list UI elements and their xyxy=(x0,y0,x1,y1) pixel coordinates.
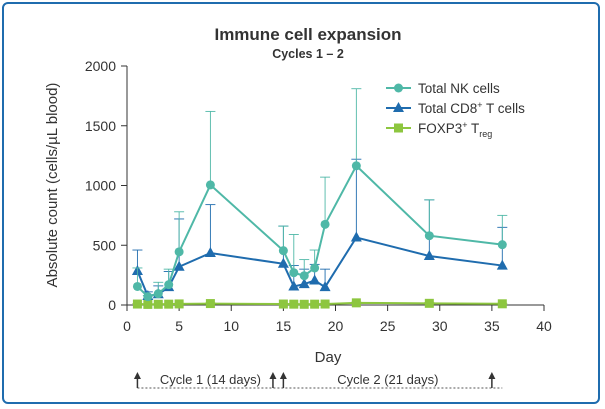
data-point xyxy=(423,250,435,261)
x-tick-label: 30 xyxy=(432,318,448,334)
legend-label: Total CD8+ T cells xyxy=(418,100,525,116)
x-tick-label: 5 xyxy=(175,318,183,334)
y-tick-label: 0 xyxy=(108,297,116,313)
data-point xyxy=(164,299,174,309)
data-point xyxy=(164,280,174,290)
cycle-label: Cycle 1 (14 days) xyxy=(160,372,261,387)
series-circle xyxy=(132,88,508,302)
data-point xyxy=(289,299,299,309)
y-tick-label: 2000 xyxy=(85,58,116,74)
dosing-arrow-head xyxy=(488,372,496,379)
data-point xyxy=(205,299,215,309)
x-tick-label: 25 xyxy=(380,318,396,334)
series-line xyxy=(136,164,503,298)
data-point xyxy=(424,298,434,308)
legend: Total NK cells Total CD8+ T cells FOXP3+ T… xyxy=(386,81,525,139)
data-point xyxy=(277,257,289,268)
chart-frame xyxy=(2,2,600,404)
legend-label: Total NK cells xyxy=(418,81,500,96)
cycle-label: Cycle 2 (21 days) xyxy=(337,372,438,387)
dosing-arrow-head xyxy=(279,372,287,379)
series-square xyxy=(132,298,508,309)
data-point xyxy=(351,298,361,308)
dosing-arrow-head xyxy=(133,372,141,379)
data-point xyxy=(309,274,321,285)
data-point xyxy=(289,268,299,278)
data-point xyxy=(143,292,153,302)
data-point xyxy=(299,299,309,309)
legend-label: FOXP3+ Treg xyxy=(418,120,492,139)
cycle-annotations: Cycle 1 (14 days) Cycle 2 (21 days) xyxy=(133,372,503,389)
data-point xyxy=(310,263,320,273)
x-tick-label: 20 xyxy=(328,318,344,334)
data-point xyxy=(204,247,216,258)
data-point xyxy=(205,180,215,190)
data-point xyxy=(497,299,507,309)
data-point xyxy=(351,161,361,171)
data-point xyxy=(320,299,330,309)
data-point xyxy=(496,259,508,270)
axes: 0 500 1000 1500 2000 0 5 10 15 20 25 30 35 40 xyxy=(85,58,552,334)
x-tick-label: 40 xyxy=(536,318,552,334)
data-point xyxy=(278,299,288,309)
data-point xyxy=(132,299,142,309)
data-point xyxy=(320,219,330,229)
data-point xyxy=(174,247,184,257)
chart-title: Immune cell expansion xyxy=(214,25,401,44)
data-point xyxy=(174,299,184,309)
series-triangle xyxy=(131,158,508,301)
data-point xyxy=(298,278,310,289)
series-layer xyxy=(131,88,508,309)
data-point xyxy=(143,299,153,309)
data-point xyxy=(153,299,163,309)
legend-marker xyxy=(394,123,403,133)
chart-subtitle: Cycles 1 – 2 xyxy=(272,47,344,61)
y-tick-label: 1000 xyxy=(85,178,116,194)
y-axis-label: Absolute count (cells/µL blood) xyxy=(44,83,61,288)
x-tick-label: 0 xyxy=(123,318,131,334)
data-point xyxy=(350,231,362,242)
data-point xyxy=(173,260,185,271)
legend-marker xyxy=(394,83,403,93)
data-point xyxy=(132,281,142,291)
data-point xyxy=(299,271,309,281)
data-point xyxy=(310,299,320,309)
data-point xyxy=(319,281,331,292)
y-tick-label: 1500 xyxy=(85,118,116,134)
series-line xyxy=(137,301,503,306)
dosing-arrow-head xyxy=(269,372,277,379)
x-tick-label: 15 xyxy=(276,318,292,334)
x-tick-label: 35 xyxy=(484,318,500,334)
legend-marker xyxy=(393,102,404,112)
data-point xyxy=(153,289,163,299)
x-axis-label: Day xyxy=(315,349,342,366)
data-point xyxy=(288,280,300,291)
data-point xyxy=(497,240,507,250)
data-point xyxy=(424,231,434,241)
x-tick-label: 10 xyxy=(223,318,239,334)
data-point xyxy=(278,246,288,256)
y-tick-label: 500 xyxy=(93,237,117,253)
